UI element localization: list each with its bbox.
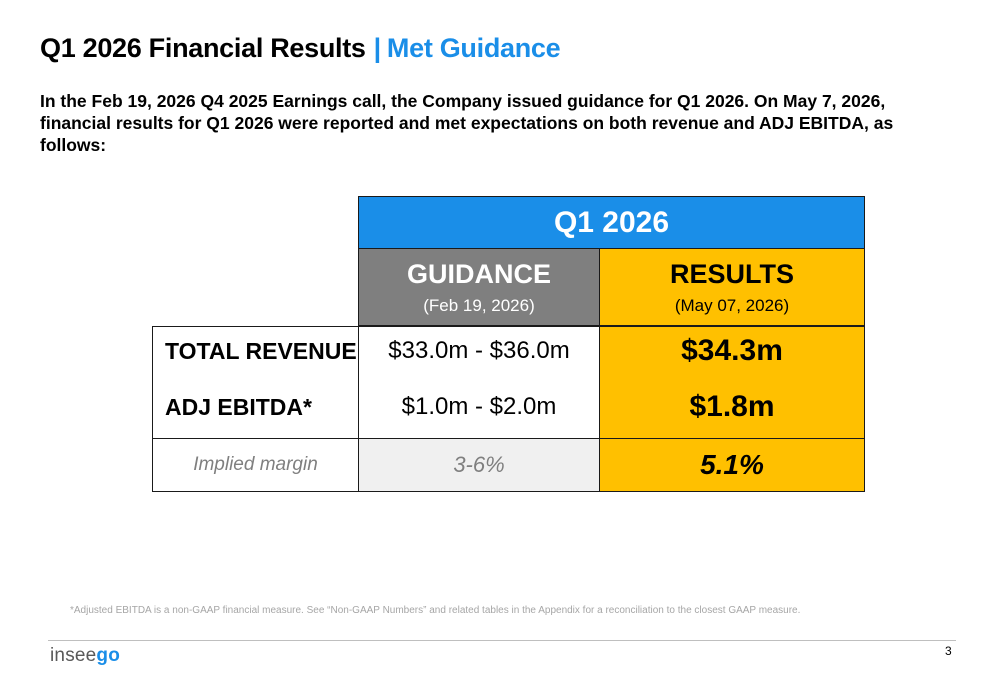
row-labels-column: TOTAL REVENUE ADJ EBITDA* <box>152 326 358 439</box>
footer-divider <box>48 640 956 641</box>
results-header: RESULTS (May 07, 2026) <box>600 249 865 326</box>
implied-margin-label-text: Implied margin <box>193 454 318 475</box>
results-date: (May 07, 2026) <box>674 295 790 315</box>
guidance-values-column: $33.0m - $36.0m $1.0m - $2.0m <box>358 326 600 439</box>
guidance-header: GUIDANCE (Feb 19, 2026) <box>358 249 600 326</box>
guidance-date: (Feb 19, 2026) <box>423 295 535 315</box>
title-subtitle: Met Guidance <box>386 33 561 63</box>
implied-margin-guidance-text: 3-6% <box>453 452 505 477</box>
results-label: RESULTS <box>669 258 794 289</box>
implied-margin-guidance: 3-6% <box>358 439 600 492</box>
row-label-adj-ebitda: ADJ EBITDA* <box>165 393 312 420</box>
guidance-label: GUIDANCE <box>406 258 551 289</box>
period-header: Q1 2026 <box>358 196 865 249</box>
footnote: *Adjusted EBITDA is a non-GAAP financial… <box>70 605 801 616</box>
results-values-column: $34.3m $1.8m <box>600 326 865 439</box>
period-label: Q1 2026 <box>553 205 670 239</box>
page-number: 3 <box>945 644 952 658</box>
result-total-revenue: $34.3m <box>681 334 783 367</box>
title-text: Q1 2026 Financial Results <box>40 33 366 63</box>
row-label-total-revenue: TOTAL REVENUE <box>165 338 357 364</box>
implied-margin-result-text: 5.1% <box>700 449 764 480</box>
logo-text-part2: go <box>96 645 121 666</box>
company-logo: inseego <box>50 645 120 667</box>
implied-margin-label: Implied margin <box>152 439 358 492</box>
result-adj-ebitda: $1.8m <box>689 389 775 423</box>
intro-paragraph: In the Feb 19, 2026 Q4 2025 Earnings cal… <box>40 91 894 155</box>
page-title: Q1 2026 Financial Results | Met Guidance <box>40 33 561 64</box>
guidance-adj-ebitda: $1.0m - $2.0m <box>401 392 557 420</box>
title-separator: | <box>373 33 382 63</box>
logo-text-part1: insee <box>50 645 97 666</box>
guidance-total-revenue: $33.0m - $36.0m <box>388 337 570 364</box>
implied-margin-result: 5.1% <box>600 439 865 492</box>
